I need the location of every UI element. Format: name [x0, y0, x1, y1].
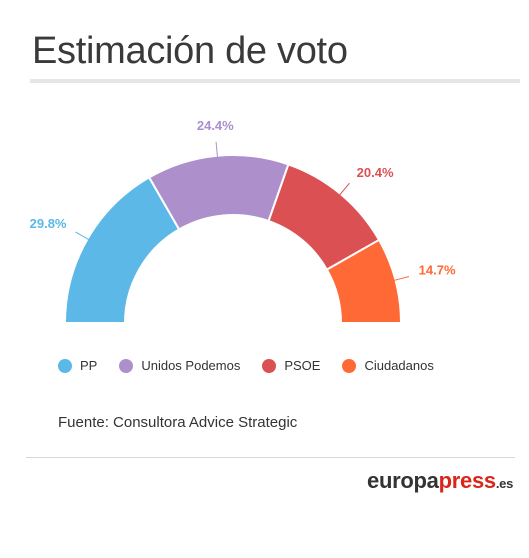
legend-label: Unidos Podemos	[141, 358, 241, 373]
legend-item-unidos-podemos[interactable]: Unidos Podemos	[119, 358, 240, 373]
legend-item-psoe[interactable]: PSOE	[262, 358, 320, 373]
label-connector	[215, 141, 219, 158]
footer-divider	[26, 457, 515, 458]
chart-legend: PP Unidos Podemos PSOE Ciudadanos	[58, 358, 456, 373]
data-label: 29.8%	[30, 216, 67, 231]
label-connector	[393, 275, 410, 282]
legend-label: Ciudadanos	[364, 358, 434, 373]
source-note: Fuente: Consultora Advice Strategic	[58, 414, 298, 431]
label-connector	[75, 231, 90, 241]
semicircle-donut-chart: 29.8% 24.4% 20.4% 14.7%	[30, 118, 456, 324]
label-connector	[338, 182, 350, 196]
legend-swatch	[58, 358, 72, 373]
data-label: 14.7%	[419, 262, 456, 277]
brand-accent: press	[438, 468, 497, 493]
legend-swatch	[262, 358, 277, 373]
data-label: 20.4%	[357, 165, 394, 180]
legend-swatch	[119, 358, 134, 373]
chart-title: Estimación de voto	[32, 30, 348, 72]
legend-item-ciudadanos[interactable]: Ciudadanos	[342, 358, 434, 373]
legend-swatch	[342, 358, 357, 373]
legend-item-pp[interactable]: PP	[58, 358, 97, 373]
legend-label: PSOE	[284, 358, 321, 373]
brand-logo[interactable]: europapress.es	[367, 468, 513, 494]
brand-main: europa	[367, 468, 439, 493]
legend-label: PP	[80, 358, 98, 373]
data-label: 24.4%	[197, 118, 234, 133]
slice-ciudadanos[interactable]	[325, 238, 403, 324]
title-divider	[30, 79, 520, 83]
brand-tld: .es	[495, 476, 513, 491]
